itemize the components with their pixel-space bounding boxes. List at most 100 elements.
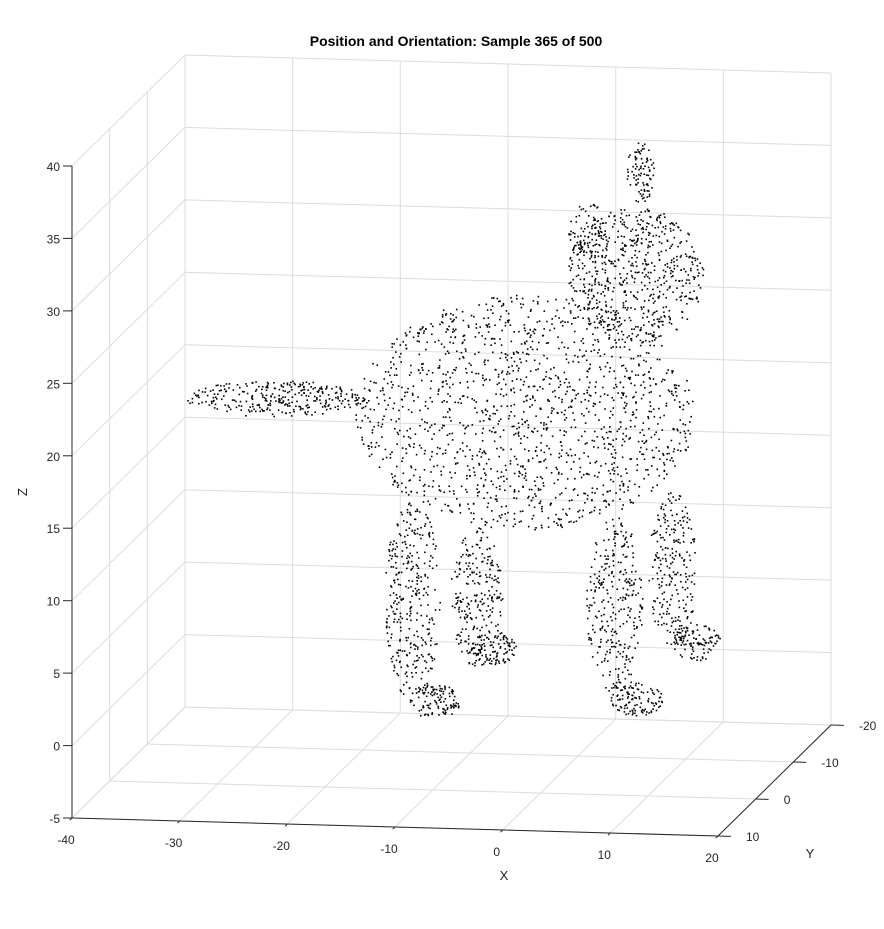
cloud-point [472, 455, 474, 457]
cloud-point [623, 307, 625, 309]
cloud-point [582, 317, 584, 319]
cloud-point [632, 502, 634, 504]
cloud-point [671, 391, 673, 393]
cloud-point [631, 371, 633, 373]
cloud-point [220, 390, 222, 392]
cloud-point [597, 476, 599, 478]
cloud-point [506, 478, 508, 480]
cloud-point [484, 594, 486, 596]
cloud-point [679, 406, 681, 408]
cloud-point [475, 373, 477, 375]
cloud-point [356, 399, 358, 401]
cloud-point [583, 307, 585, 309]
cloud-point [491, 644, 493, 646]
cloud-point [500, 436, 502, 438]
cloud-point [555, 467, 557, 469]
cloud-point [637, 464, 639, 466]
cloud-point [417, 528, 419, 530]
cloud-point [463, 540, 465, 542]
cloud-point [648, 210, 650, 212]
cloud-point [609, 237, 611, 239]
cloud-point [240, 409, 242, 411]
cloud-point [561, 412, 563, 414]
cloud-point [675, 529, 677, 531]
cloud-point [643, 454, 645, 456]
cloud-point [676, 589, 678, 591]
cloud-point [588, 247, 590, 249]
cloud-point [505, 661, 507, 663]
cloud-point [690, 256, 692, 258]
cloud-point [431, 438, 433, 440]
cloud-point [503, 429, 505, 431]
cloud-point [674, 524, 676, 526]
cloud-point [439, 367, 441, 369]
cloud-point [216, 385, 218, 387]
cloud-point [661, 381, 663, 383]
cloud-point [458, 643, 460, 645]
cloud-point [625, 538, 627, 540]
cloud-point [607, 640, 609, 642]
cloud-point [589, 258, 591, 260]
cloud-point [656, 235, 658, 237]
cloud-point [389, 555, 391, 557]
cloud-point [640, 340, 642, 342]
cloud-point [237, 384, 239, 386]
cloud-point [494, 338, 496, 340]
cloud-point [640, 329, 642, 331]
cloud-point [408, 444, 410, 446]
cloud-point [683, 640, 685, 642]
cloud-point [506, 394, 508, 396]
grid-line [72, 200, 185, 311]
cloud-point [569, 500, 571, 502]
cloud-point [591, 251, 593, 253]
cloud-point [652, 225, 654, 227]
cloud-point [308, 396, 310, 398]
cloud-point [613, 481, 615, 483]
cloud-point [689, 292, 691, 294]
cloud-point [266, 409, 268, 411]
cloud-point [339, 388, 341, 390]
cloud-point [480, 601, 482, 603]
cloud-point [591, 290, 593, 292]
cloud-point [365, 406, 367, 408]
cloud-point [550, 378, 552, 380]
cloud-point [585, 493, 587, 495]
cloud-point [479, 658, 481, 660]
cloud-point [625, 405, 627, 407]
cloud-point [641, 282, 643, 284]
cloud-point [596, 578, 598, 580]
cloud-point [666, 403, 668, 405]
cloud-point [555, 497, 557, 499]
cloud-point [611, 631, 613, 633]
cloud-point [485, 574, 487, 576]
cloud-point [492, 352, 494, 354]
cloud-point [570, 282, 572, 284]
cloud-point [676, 259, 678, 261]
cloud-point [640, 345, 642, 347]
cloud-point [522, 510, 524, 512]
cloud-point [466, 583, 468, 585]
cloud-point [408, 480, 410, 482]
cloud-point [503, 659, 505, 661]
cloud-point [456, 351, 458, 353]
cloud-point [672, 395, 674, 397]
cloud-point [681, 255, 683, 257]
cloud-point [440, 701, 442, 703]
cloud-point [526, 479, 528, 481]
cloud-point [539, 363, 541, 365]
cloud-point [590, 638, 592, 640]
cloud-point [395, 555, 397, 557]
cloud-point [684, 649, 686, 651]
cloud-point [628, 581, 630, 583]
cloud-point [646, 711, 648, 713]
cloud-point [613, 565, 615, 567]
cloud-point [407, 391, 409, 393]
cloud-point [369, 421, 371, 423]
cloud-point [495, 495, 497, 497]
cloud-point [385, 409, 387, 411]
cloud-point [623, 491, 625, 493]
cloud-point [406, 430, 408, 432]
cloud-point [418, 557, 420, 559]
cloud-point [382, 390, 384, 392]
cloud-point [486, 610, 488, 612]
